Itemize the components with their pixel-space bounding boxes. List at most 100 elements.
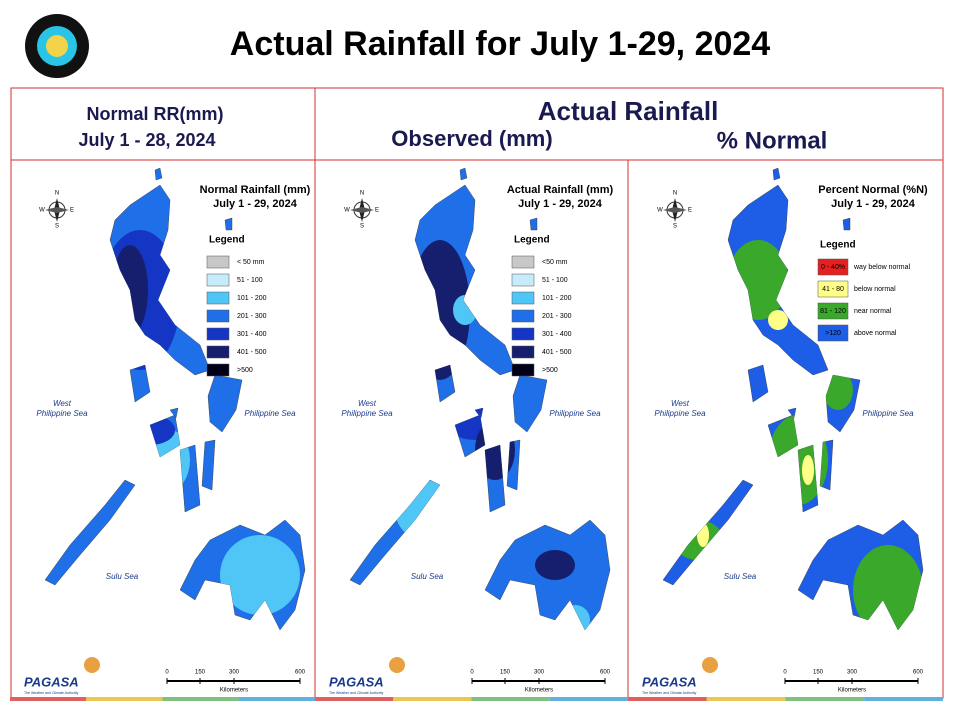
footer-stripe <box>393 697 472 701</box>
agency-name: PAGASA <box>642 674 697 689</box>
legend-swatch <box>206 291 230 305</box>
scale-unit: Kilometers <box>838 688 866 694</box>
rainfall-patches <box>100 230 300 615</box>
legend-label: 301 - 400 <box>237 331 267 338</box>
sea-label: Sulu Sea <box>106 572 139 581</box>
island <box>512 374 548 433</box>
legend-swatch <box>206 309 230 323</box>
frame <box>10 87 944 699</box>
island <box>207 374 243 433</box>
legend-label: 51 - 100 <box>542 277 568 284</box>
header-normal-title: Normal RR(mm) <box>86 104 223 124</box>
map-period: July 1 - 29, 2024 <box>831 198 916 210</box>
compass: N E S W <box>39 191 74 230</box>
island <box>129 364 151 403</box>
scale-label: 150 <box>195 670 206 676</box>
footer-stripe <box>10 697 87 701</box>
legend-swatch <box>817 324 849 342</box>
legend-title: Legend <box>820 240 856 251</box>
legend-swatch <box>206 363 230 377</box>
legend-label: 101 - 200 <box>542 295 572 302</box>
island <box>169 407 179 419</box>
legend-label: 0 - 40% <box>821 264 845 271</box>
legend-desc: below normal <box>854 286 896 293</box>
legend-swatch <box>206 255 230 269</box>
legend-swatch <box>511 255 535 269</box>
sea-label: West <box>358 399 377 408</box>
legend-desc: way below normal <box>853 264 910 271</box>
header-actual-title: Actual Rainfall <box>538 96 719 126</box>
rainfall-patch <box>853 545 923 630</box>
legend-swatch <box>817 302 849 320</box>
agency-name: PAGASA <box>329 674 384 689</box>
map-title: Actual Rainfall (mm) <box>507 184 614 196</box>
compass-letter: E <box>70 208 74 214</box>
rainfall-patch <box>802 455 814 485</box>
slide-title: Actual Rainfall for July 1-29, 2024 <box>230 25 771 63</box>
island <box>224 217 233 231</box>
scale-label: 600 <box>600 670 611 676</box>
scale-label: 300 <box>229 670 240 676</box>
legend-label: 101 - 200 <box>237 295 267 302</box>
scale-label: 300 <box>847 670 858 676</box>
footer-stripe <box>785 697 865 701</box>
legend-swatch <box>206 327 230 341</box>
map-period: July 1 - 29, 2024 <box>518 198 603 210</box>
scale-label: 300 <box>534 670 545 676</box>
legend-label: 51 - 100 <box>237 277 263 284</box>
legend-swatch <box>511 291 535 305</box>
logo <box>25 14 89 78</box>
legend-swatch <box>511 363 535 377</box>
compass-letter: S <box>360 224 364 230</box>
sea-label: Philippine Sea <box>36 409 88 418</box>
sea-label: Philippine Sea <box>549 409 601 418</box>
scale-label: 150 <box>813 670 824 676</box>
legend-label: >500 <box>237 367 253 374</box>
compass-letter: S <box>55 224 59 230</box>
sea-label: West <box>53 399 72 408</box>
legend-label: 401 - 500 <box>542 349 572 356</box>
sea-label: Philippine Sea <box>654 409 706 418</box>
sea-label: Philippine Sea <box>862 409 914 418</box>
compass-letter: S <box>673 224 677 230</box>
rainfall-patch <box>220 535 300 615</box>
agency-mark <box>702 657 718 673</box>
scale-label: 600 <box>295 670 306 676</box>
island <box>842 217 851 231</box>
sea-label: Sulu Sea <box>724 572 757 581</box>
header-percent: % Normal <box>717 127 828 154</box>
footer-stripe <box>162 697 239 701</box>
legend-label: 201 - 300 <box>237 313 267 320</box>
legend-label: 41 - 80 <box>822 286 844 293</box>
footer-stripe <box>86 697 163 701</box>
sea-label: Philippine Sea <box>341 409 393 418</box>
legend-swatch <box>817 258 849 276</box>
scale-label: 0 <box>470 670 474 676</box>
legend-swatch <box>206 273 230 287</box>
legend-label: <50 mm <box>542 259 568 266</box>
legend-title: Legend <box>514 235 550 246</box>
compass-letter: E <box>375 208 379 214</box>
legend-label: >500 <box>542 367 558 374</box>
footer-stripe <box>864 697 943 701</box>
legend-swatch <box>511 345 535 359</box>
sea-label: West <box>671 399 690 408</box>
compass-letter: W <box>344 208 350 214</box>
legend-label: 301 - 400 <box>542 331 572 338</box>
compass-letter: N <box>55 191 59 197</box>
legend-swatch <box>206 345 230 359</box>
legend-label: 201 - 300 <box>542 313 572 320</box>
agency-tagline: The Weather and Climate Authority <box>329 691 384 695</box>
scale-label: 0 <box>783 670 787 676</box>
legend-label: 81 - 120 <box>820 308 846 315</box>
island <box>529 217 538 231</box>
map-period: July 1 - 29, 2024 <box>213 198 298 210</box>
map-panel: Normal Rainfall (mm) July 1 - 29, 2024 N E S… <box>10 167 315 701</box>
footer-stripe <box>549 697 628 701</box>
legend-label: < 50 mm <box>237 259 265 266</box>
compass-letter: W <box>657 208 663 214</box>
rainfall-patch <box>535 550 575 580</box>
island <box>154 167 163 181</box>
footer-stripe <box>315 697 394 701</box>
